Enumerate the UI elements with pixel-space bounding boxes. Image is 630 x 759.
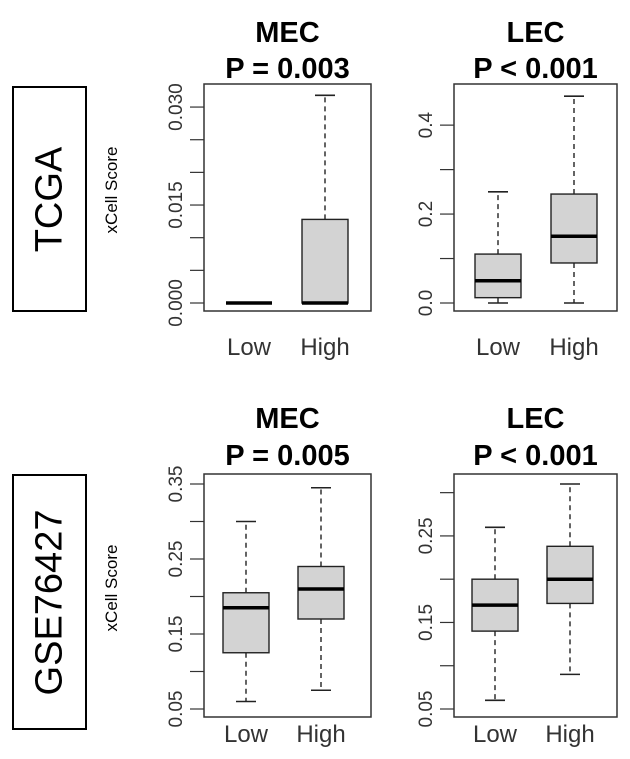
y-tick-label: 0.4 bbox=[416, 111, 437, 138]
box bbox=[474, 253, 522, 299]
y-tick-label: 0.15 bbox=[416, 604, 437, 641]
plot-frame bbox=[203, 83, 372, 312]
box bbox=[297, 565, 345, 620]
p-value-label: P = 0.005 bbox=[225, 440, 349, 472]
y-axis-title: xCell Score bbox=[102, 545, 121, 632]
plot-frame bbox=[453, 83, 618, 312]
box bbox=[546, 545, 594, 605]
panel-title: LEC bbox=[507, 17, 565, 49]
panel-title: MEC bbox=[255, 403, 320, 435]
x-category-label: Low bbox=[473, 721, 518, 748]
row-label-box-tcga: TCGA bbox=[12, 86, 87, 312]
box bbox=[222, 592, 270, 654]
plot-frame bbox=[453, 473, 618, 718]
y-tick-label: 0.000 bbox=[166, 279, 187, 327]
y-tick-label: 0.030 bbox=[166, 83, 187, 131]
y-tick-label: 0.05 bbox=[416, 691, 437, 728]
x-category-label: Low bbox=[227, 334, 272, 361]
box bbox=[550, 193, 598, 264]
y-tick-label: 0.15 bbox=[166, 616, 187, 653]
x-category-label: High bbox=[549, 334, 598, 361]
plot-frame bbox=[203, 473, 372, 718]
y-axis-title: xCell Score bbox=[102, 147, 121, 234]
y-tick-label: 0.0 bbox=[416, 290, 437, 316]
y-tick-label: 0.25 bbox=[416, 517, 437, 554]
y-tick-label: 0.25 bbox=[166, 541, 187, 578]
y-tick-label: 0.05 bbox=[166, 691, 187, 728]
panel-title: MEC bbox=[255, 17, 320, 49]
x-category-label: Low bbox=[476, 334, 521, 361]
y-tick-label: 0.35 bbox=[166, 466, 187, 503]
p-value-label: P < 0.001 bbox=[473, 53, 597, 85]
panel-title: LEC bbox=[507, 403, 565, 435]
box bbox=[301, 218, 349, 304]
y-tick-label: 0.015 bbox=[166, 181, 187, 229]
x-category-label: High bbox=[300, 334, 349, 361]
y-tick-label: 0.2 bbox=[416, 201, 437, 227]
p-value-label: P = 0.003 bbox=[225, 53, 349, 85]
row-label-box-gse76427: GSE76427 bbox=[12, 474, 87, 730]
x-category-label: High bbox=[545, 721, 594, 748]
x-category-label: Low bbox=[224, 721, 269, 748]
p-value-label: P < 0.001 bbox=[473, 440, 597, 472]
x-category-label: High bbox=[296, 721, 345, 748]
